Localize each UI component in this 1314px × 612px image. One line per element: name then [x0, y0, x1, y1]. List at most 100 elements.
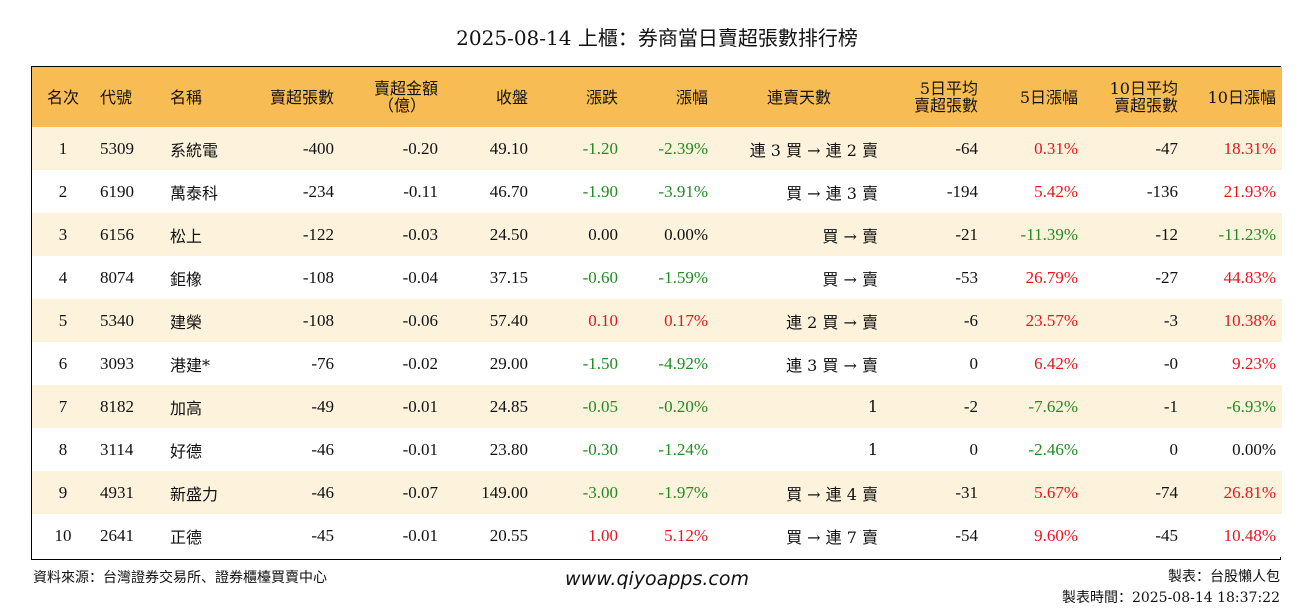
col-header-code: 代號 [100, 87, 133, 107]
cell-close: 23.80 [489, 439, 528, 459]
cell-amount: -0.03 [402, 224, 438, 244]
cell-pct5: -2.46% [1028, 439, 1078, 459]
cell-change: -0.30 [582, 439, 618, 459]
cell-change: -1.90 [582, 181, 618, 201]
cell-lots: -45 [311, 525, 334, 545]
table-row: 8 3114 好德 -46 -0.01 23.80 -0.30 -1.24% 1 0 -2.46% 0… [32, 428, 1282, 471]
cell-close: 29.00 [489, 353, 528, 373]
cell-pct: -1.24% [658, 439, 708, 459]
table-row: 2 6190 萬泰科 -234 -0.11 46.70 -1.90 -3.91% 買 → 連 3… [32, 170, 1282, 213]
col-header-pct5: 5日漲幅 [1019, 87, 1078, 107]
cell-pct: 0.00% [664, 224, 708, 244]
cell-rank: 5 [58, 310, 68, 330]
cell-code: 6190 [100, 181, 134, 201]
cell-pct5: 5.67% [1034, 482, 1078, 502]
cell-close: 49.10 [489, 138, 528, 158]
cell-streak: 連 3 買 → 連 2 賣 [749, 140, 878, 160]
cell-avg10: -74 [1155, 482, 1178, 502]
cell-close: 20.55 [489, 525, 528, 545]
cell-code: 4931 [100, 482, 134, 502]
cell-code: 6156 [100, 224, 134, 244]
col-header-net-sell-amount-line1: 賣超金額 [373, 79, 438, 98]
footer-credits: 製表：台股懶人包 製表時間：2025-08-14 18:37:22 [1062, 567, 1280, 609]
cell-pct: -1.59% [658, 267, 708, 287]
cell-avg5: -53 [955, 267, 978, 287]
cell-change: 1.00 [588, 525, 618, 545]
col-header-avg10: 10日平均 賣超張數 [1084, 67, 1184, 127]
col-header-change: 漲跌 [585, 87, 618, 107]
maker-label: 製表：台股懶人包 [1168, 569, 1280, 585]
cell-streak: 連 2 買 → 賣 [786, 312, 878, 332]
cell-lots: -400 [302, 138, 334, 158]
col-header-avg10-line2: 賣超張數 [1113, 96, 1178, 115]
cell-rank: 2 [58, 181, 68, 201]
table-row: 7 8182 加高 -49 -0.01 24.85 -0.05 -0.20% 1 -2 -7.62%… [32, 385, 1282, 428]
generated-time: 製表時間：2025-08-14 18:37:22 [1061, 590, 1280, 606]
cell-pct5: -11.39% [1020, 224, 1078, 244]
cell-pct: -3.91% [658, 181, 708, 201]
cell-name: 系統電 [170, 140, 219, 160]
cell-avg10: -136 [1146, 181, 1178, 201]
cell-amount: -0.11 [403, 181, 438, 201]
cell-streak: 買 → 連 4 賣 [786, 484, 878, 504]
cell-amount: -0.20 [402, 138, 438, 158]
col-header-net-sell-lots: 賣超張數 [269, 87, 334, 107]
cell-pct10: 26.81% [1223, 482, 1276, 502]
cell-code: 8074 [100, 267, 134, 287]
cell-rank: 1 [58, 138, 68, 158]
cell-amount: -0.07 [402, 482, 438, 502]
cell-change: -0.60 [582, 267, 618, 287]
cell-change: 0.00 [588, 224, 618, 244]
cell-pct10: -11.23% [1218, 224, 1276, 244]
cell-amount: -0.01 [402, 439, 438, 459]
cell-change: 0.10 [588, 310, 618, 330]
col-header-name: 名稱 [170, 87, 203, 107]
cell-code: 8182 [100, 396, 134, 416]
table-row: 5 5340 建榮 -108 -0.06 57.40 0.10 0.17% 連 2 買 → 賣 -… [32, 299, 1282, 342]
col-header-rank: 名次 [46, 87, 79, 107]
cell-change: -3.00 [582, 482, 618, 502]
cell-code: 3093 [100, 353, 134, 373]
table-header-row: 名次 代號 名稱 賣超張數 賣超金額 （億） 收盤 漲跌 漲幅 連賣天數 5日平… [32, 67, 1282, 127]
cell-streak: 買 → 賣 [822, 226, 878, 246]
cell-avg5: -21 [955, 224, 978, 244]
cell-pct10: 18.31% [1223, 138, 1276, 158]
cell-lots: -108 [302, 267, 334, 287]
cell-rank: 7 [58, 396, 68, 416]
website-link[interactable]: www.qiyoapps.com [565, 568, 749, 590]
cell-streak: 連 3 買 → 賣 [786, 355, 878, 375]
cell-pct10: -6.93% [1226, 396, 1276, 416]
cell-lots: -46 [311, 439, 334, 459]
col-header-avg5-line2: 賣超張數 [913, 96, 978, 115]
table-row: 1 5309 系統電 -400 -0.20 49.10 -1.20 -2.39% 連 3 買 →… [32, 127, 1282, 170]
cell-rank: 9 [58, 482, 68, 502]
cell-pct10: 10.38% [1223, 310, 1276, 330]
cell-name: 松上 [170, 226, 203, 246]
cell-amount: -0.04 [402, 267, 438, 287]
cell-pct: -0.20% [658, 396, 708, 416]
cell-pct10: 9.23% [1232, 353, 1276, 373]
cell-pct5: 0.31% [1034, 138, 1078, 158]
cell-avg10: -27 [1155, 267, 1178, 287]
table-row: 3 6156 松上 -122 -0.03 24.50 0.00 0.00% 買 → 賣 -21 -1… [32, 213, 1282, 256]
cell-streak: 買 → 賣 [822, 269, 878, 289]
cell-streak: 1 [867, 397, 878, 416]
cell-avg5: -194 [946, 181, 978, 201]
cell-lots: -76 [311, 353, 334, 373]
cell-rank: 10 [54, 525, 72, 545]
cell-close: 37.15 [489, 267, 528, 287]
cell-avg10: -0 [1163, 353, 1178, 373]
cell-name: 好德 [170, 441, 203, 461]
cell-pct5: 6.42% [1034, 353, 1078, 373]
cell-name: 正德 [170, 527, 203, 547]
ranking-table: 名次 代號 名稱 賣超張數 賣超金額 （億） 收盤 漲跌 漲幅 連賣天數 5日平… [32, 67, 1282, 557]
cell-lots: -46 [311, 482, 334, 502]
col-header-avg10-line1: 10日平均 [1109, 79, 1178, 98]
cell-code: 5309 [100, 138, 134, 158]
cell-pct5: 9.60% [1034, 525, 1078, 545]
cell-streak: 買 → 連 3 賣 [786, 183, 878, 203]
cell-avg5: 0 [969, 353, 979, 373]
cell-pct: -2.39% [658, 138, 708, 158]
cell-pct5: 23.57% [1025, 310, 1078, 330]
cell-change: -0.05 [582, 396, 618, 416]
